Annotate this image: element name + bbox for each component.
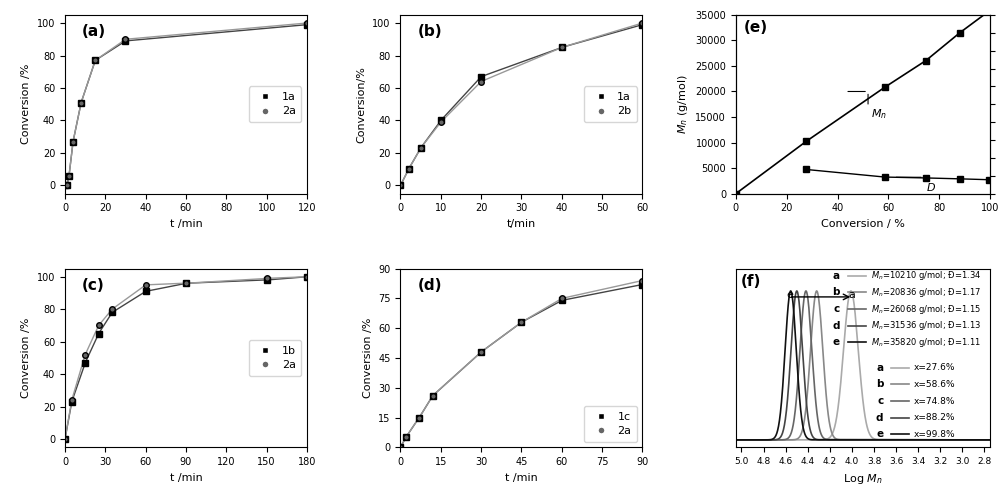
Text: a: a <box>876 363 883 373</box>
X-axis label: Log $M_n$: Log $M_n$ <box>843 472 883 486</box>
Y-axis label: Conversion /%: Conversion /% <box>363 318 373 398</box>
Legend: 1b, 2a: 1b, 2a <box>249 340 301 376</box>
Y-axis label: $M_n$ (g/mol): $M_n$ (g/mol) <box>676 75 690 134</box>
Text: e: e <box>876 429 883 439</box>
Text: b: b <box>876 379 883 390</box>
Text: e: e <box>786 290 793 300</box>
Y-axis label: Conversion/%: Conversion/% <box>357 66 367 143</box>
Text: $\it{M}_n$=31536 g/mol; Đ=1.13: $\it{M}_n$=31536 g/mol; Đ=1.13 <box>871 319 981 332</box>
Y-axis label: Conversion /%: Conversion /% <box>21 64 31 145</box>
Text: x=88.2%: x=88.2% <box>914 413 955 422</box>
Text: (d): (d) <box>417 277 442 293</box>
Legend: 1a, 2a: 1a, 2a <box>249 86 301 122</box>
Text: $D$: $D$ <box>926 181 937 193</box>
Text: (c): (c) <box>82 277 105 293</box>
X-axis label: t /min: t /min <box>505 473 538 483</box>
Text: d: d <box>876 413 883 422</box>
Text: $M_n$: $M_n$ <box>871 107 887 121</box>
Text: x=99.8%: x=99.8% <box>914 430 955 439</box>
Y-axis label: Conversion /%: Conversion /% <box>21 318 31 398</box>
Text: (b): (b) <box>417 24 442 39</box>
Text: e: e <box>833 337 840 347</box>
Text: b: b <box>833 287 840 297</box>
Legend: 1a, 2b: 1a, 2b <box>584 86 637 122</box>
Text: d: d <box>833 321 840 331</box>
Text: x=58.6%: x=58.6% <box>914 380 955 389</box>
Text: $\it{M}_n$=35820 g/mol; Đ=1.11: $\it{M}_n$=35820 g/mol; Đ=1.11 <box>871 336 981 349</box>
Text: $\it{M}_n$=10210 g/mol; Đ=1.34: $\it{M}_n$=10210 g/mol; Đ=1.34 <box>871 269 981 282</box>
Text: (f): (f) <box>741 274 761 289</box>
Text: a: a <box>833 271 840 281</box>
X-axis label: t /min: t /min <box>170 219 202 229</box>
X-axis label: t /min: t /min <box>170 473 202 483</box>
Text: x=27.6%: x=27.6% <box>914 363 955 372</box>
Text: a: a <box>848 290 855 300</box>
Text: c: c <box>877 396 883 406</box>
X-axis label: t/min: t/min <box>507 219 536 229</box>
Text: c: c <box>834 304 840 314</box>
X-axis label: Conversion / %: Conversion / % <box>821 219 905 229</box>
Text: $\it{M}_n$=26068 g/mol; Đ=1.15: $\it{M}_n$=26068 g/mol; Đ=1.15 <box>871 303 981 316</box>
Text: (a): (a) <box>82 24 106 39</box>
Text: $\it{M}_n$=20836 g/mol; Đ=1.17: $\it{M}_n$=20836 g/mol; Đ=1.17 <box>871 286 981 299</box>
Legend: 1c, 2a: 1c, 2a <box>584 406 637 442</box>
Text: (e): (e) <box>744 20 768 35</box>
Text: x=74.8%: x=74.8% <box>914 397 955 406</box>
